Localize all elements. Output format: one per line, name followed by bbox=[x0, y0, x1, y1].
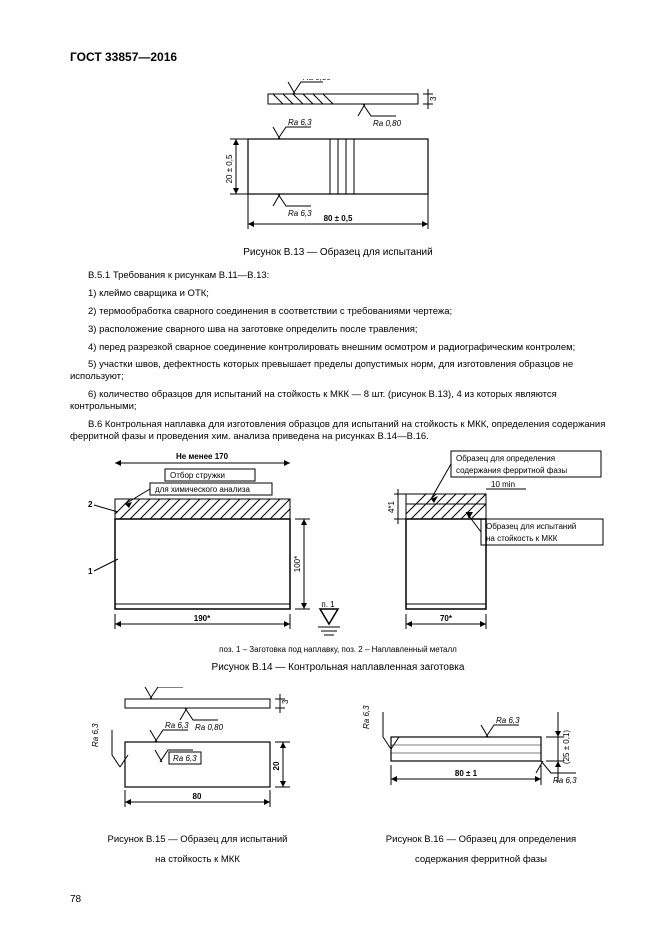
svg-text:п. 1: п. 1 bbox=[321, 600, 335, 609]
fig-b15-b16-row: Ra 0,80 Ra 0,80 3 Ra 6,3 Ra 6,3 bbox=[70, 687, 606, 875]
page-container: ГОСТ 33857—2016 Ra 0,80 Ra 0,80 3 bbox=[0, 0, 661, 935]
fig-b14-caption: Рисунок В.14 — Контрольная наплавленная … bbox=[70, 662, 606, 673]
svg-text:Ra 0,80: Ra 0,80 bbox=[373, 119, 402, 128]
svg-text:100*: 100* bbox=[293, 555, 302, 571]
fig-b15: Ra 0,80 Ra 0,80 3 Ra 6,3 Ra 6,3 bbox=[70, 687, 325, 827]
svg-text:Ra 6,3: Ra 6,3 bbox=[91, 723, 100, 747]
svg-text:4*1: 4*1 bbox=[387, 500, 396, 513]
svg-text:20 ± 0,5: 20 ± 0,5 bbox=[225, 154, 234, 183]
svg-text:10 min: 10 min bbox=[491, 480, 515, 489]
svg-text:80 ± 0,5: 80 ± 0,5 bbox=[324, 214, 353, 223]
standard-id: ГОСТ 33857—2016 bbox=[70, 50, 606, 64]
list-item: 6) количество образцов для испытаний на … bbox=[70, 389, 606, 413]
svg-text:80 ± 1: 80 ± 1 bbox=[455, 769, 478, 778]
figure-b13: Ra 0,80 Ra 0,80 3 Ra 6,3 Ra 6,3 20 ± 0,5 bbox=[208, 79, 468, 239]
svg-text:1: 1 bbox=[88, 567, 93, 576]
list-item: 5) участки швов, дефектность которых пре… bbox=[70, 359, 606, 383]
fig-b14-footnote: поз. 1 – Заготовка под наплавку, поз. 2 … bbox=[70, 645, 606, 654]
svg-text:Ra 6,3: Ra 6,3 bbox=[553, 776, 577, 785]
svg-text:20: 20 bbox=[272, 761, 281, 770]
list-item: 1) клеймо сварщика и ОТК; bbox=[70, 288, 606, 300]
svg-text:Образец для испытаний: Образец для испытаний bbox=[486, 522, 576, 531]
page-number: 78 bbox=[70, 894, 81, 905]
svg-text:80: 80 bbox=[193, 792, 202, 801]
svg-text:на стойкость к МКК: на стойкость к МКК bbox=[486, 534, 558, 543]
section-b51-heading: В.5.1 Требования к рисункам В.11—В.13: bbox=[70, 270, 606, 282]
fig-b16: Ra 6,3 Ra 6,3 Ra 6,3 (25 ± 0,1) bbox=[356, 687, 606, 827]
svg-text:2: 2 bbox=[88, 500, 93, 509]
fig-b16-caption: Рисунок В.16 — Образец для определения bbox=[356, 834, 606, 845]
fig-b15-caption: Рисунок В.15 — Образец для испытаний bbox=[70, 834, 325, 845]
fig-b16-caption-2: содержания ферритной фазы bbox=[356, 854, 606, 865]
fig-b13-caption: Рисунок В.13 — Образец для испытаний bbox=[70, 247, 606, 258]
svg-text:Ra 6,3: Ra 6,3 bbox=[288, 209, 312, 218]
svg-text:70*: 70* bbox=[440, 614, 453, 623]
svg-text:Отбор стружки: Отбор стружки bbox=[170, 471, 225, 480]
svg-text:Ra 6,3: Ra 6,3 bbox=[288, 118, 312, 127]
svg-text:Не менее 170: Не менее 170 bbox=[176, 452, 229, 461]
fig-b15-caption-2: на стойкость к МКК bbox=[70, 854, 325, 865]
svg-text:3: 3 bbox=[429, 96, 438, 101]
svg-text:(25 ± 0,1): (25 ± 0,1) bbox=[562, 729, 571, 764]
svg-text:190*: 190* bbox=[194, 614, 211, 623]
fig-b14-row: Не менее 170 Отбор стружки для химическо… bbox=[70, 449, 606, 639]
svg-text:Ra 6,3: Ra 6,3 bbox=[165, 721, 189, 730]
list-item: 2) термообработка сварного соединения в … bbox=[70, 306, 606, 318]
svg-text:содержания ферритной фазы: содержания ферритной фазы bbox=[456, 466, 567, 475]
svg-text:Ra 0,80: Ra 0,80 bbox=[195, 723, 224, 732]
fig-b14-right: Образец для определения содержания ферри… bbox=[376, 449, 606, 639]
svg-text:для химического анализа: для химического анализа bbox=[155, 485, 251, 494]
svg-text:Ra 6,3: Ra 6,3 bbox=[496, 716, 520, 725]
fig-b14-left: Не менее 170 Отбор стружки для химическо… bbox=[70, 449, 350, 639]
list-item: 4) перед разрезкой сварное соединение ко… bbox=[70, 342, 606, 354]
svg-text:Ra 6,3: Ra 6,3 bbox=[173, 754, 197, 763]
svg-text:Ra 0,80: Ra 0,80 bbox=[303, 79, 332, 82]
svg-text:Ra 6,3: Ra 6,3 bbox=[362, 705, 371, 729]
list-item: 3) расположение сварного шва на заготовк… bbox=[70, 324, 606, 336]
svg-text:Образец для определения: Образец для определения bbox=[456, 454, 555, 463]
svg-text:3: 3 bbox=[281, 699, 290, 704]
section-b6: В.6 Контрольная наплавка для изготовлени… bbox=[70, 419, 606, 443]
